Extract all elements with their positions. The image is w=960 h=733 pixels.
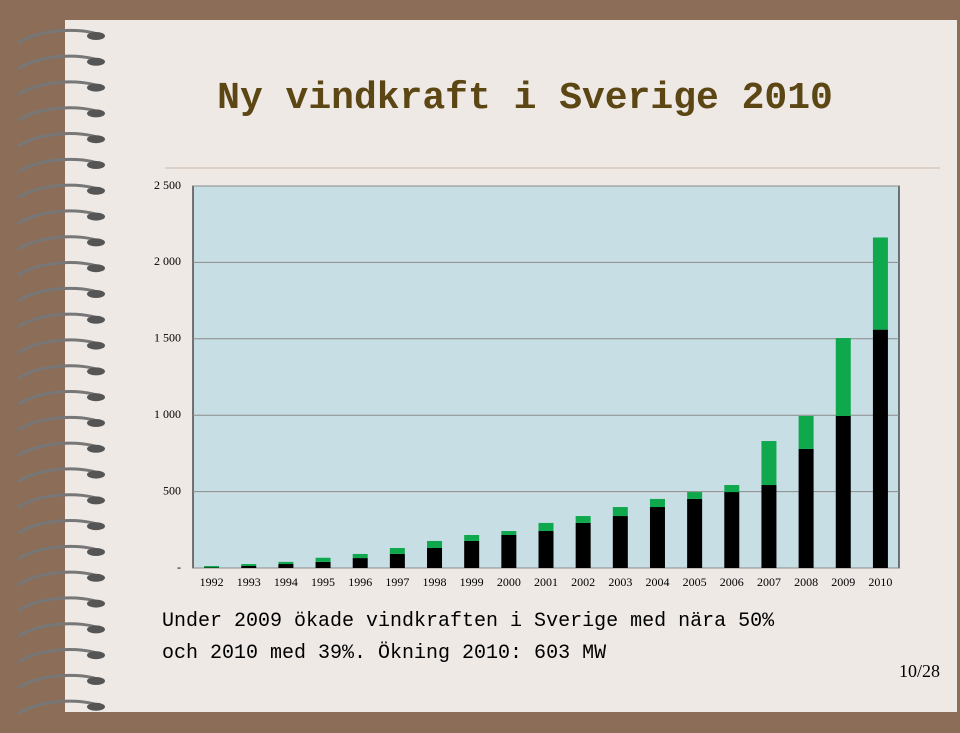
bar-segment <box>389 553 405 568</box>
ring-hole <box>87 83 105 92</box>
x-tick-label: 1996 <box>348 575 372 589</box>
ring-hole <box>87 238 105 247</box>
x-tick-label: 2005 <box>683 575 707 589</box>
y-tick-label: 500 <box>163 483 181 497</box>
x-tick-label: 1992 <box>200 575 224 589</box>
x-tick-label: 2002 <box>571 575 595 589</box>
bar-segment <box>724 485 740 493</box>
bar-segment <box>501 534 517 568</box>
bar-segment <box>724 492 740 568</box>
bar-segment <box>612 507 628 517</box>
bar-segment <box>649 498 665 508</box>
bar-segment <box>315 557 331 562</box>
bar-segment <box>835 338 851 416</box>
ring-hole <box>87 625 105 634</box>
page-number: 10/28 <box>899 661 940 681</box>
y-tick-label: - <box>177 560 181 574</box>
ring-hole <box>87 135 105 144</box>
bar-segment <box>427 540 443 548</box>
bar-segment <box>389 547 405 554</box>
caption: Under 2009 ökade vindkraften i Sverige m… <box>162 610 775 633</box>
ring-hole <box>87 522 105 531</box>
x-tick-label: 1994 <box>274 575 298 589</box>
bar-segment <box>798 448 814 568</box>
ring-hole <box>87 393 105 402</box>
bar-segment <box>464 540 480 568</box>
x-tick-label: 1997 <box>385 575 409 589</box>
bar-segment <box>575 522 591 568</box>
binding <box>17 28 105 716</box>
x-tick-label: 2008 <box>794 575 818 589</box>
x-tick-label: 2004 <box>645 575 669 589</box>
ring-hole <box>87 599 105 608</box>
bar-segment <box>687 492 703 499</box>
ring-hole <box>87 651 105 660</box>
bar-segment <box>612 516 628 568</box>
bar-segment <box>761 485 777 568</box>
bar-segment <box>835 415 851 568</box>
bar-segment <box>575 516 591 523</box>
x-tick-label: 2009 <box>831 575 855 589</box>
ring-hole <box>87 548 105 556</box>
ring-hole <box>87 419 105 427</box>
bar-segment <box>315 561 331 568</box>
chart-title: Ny vindkraft i Sverige 2010 <box>217 77 833 120</box>
bar-segment <box>538 531 554 568</box>
bar-segment <box>872 237 888 330</box>
x-tick-label: 1998 <box>423 575 447 589</box>
x-tick-label: 2007 <box>757 575 781 589</box>
x-tick-label: 2003 <box>608 575 632 589</box>
bar-segment <box>761 441 777 486</box>
ring-hole <box>87 315 105 324</box>
x-tick-label: 1999 <box>460 575 484 589</box>
caption: och 2010 med 39%. Ökning 2010: 603 MW <box>162 641 606 665</box>
y-tick-label: 1 500 <box>154 331 181 345</box>
ring-hole <box>87 677 105 685</box>
ring-hole <box>87 32 105 40</box>
bar-segment <box>241 566 257 568</box>
ring-hole <box>87 341 105 350</box>
x-tick-label: 2006 <box>720 575 744 589</box>
y-tick-label: 2 000 <box>154 254 181 268</box>
ring-hole <box>87 702 105 711</box>
bar-segment <box>352 558 368 568</box>
x-tick-label: 2000 <box>497 575 521 589</box>
x-tick-label: 2001 <box>534 575 558 589</box>
bar-segment <box>278 561 294 565</box>
ring-hole <box>87 470 105 479</box>
x-tick-label: 1993 <box>237 575 261 589</box>
bar-segment <box>538 522 554 532</box>
ring-hole <box>87 496 105 505</box>
y-tick-label: 2 500 <box>154 178 181 192</box>
x-tick-label: 1995 <box>311 575 335 589</box>
ring-hole <box>87 57 105 66</box>
ring-hole <box>87 367 105 376</box>
bar-segment <box>501 531 517 535</box>
ring-hole <box>87 186 105 195</box>
ring-hole <box>87 264 105 273</box>
plot-area <box>192 185 900 569</box>
ring-hole <box>87 573 105 582</box>
bar-segment <box>649 507 665 568</box>
bar-segment <box>204 566 220 568</box>
bar-segment <box>464 534 480 541</box>
ring-hole <box>87 109 105 118</box>
bar-segment <box>687 498 703 568</box>
ring-hole <box>87 290 105 298</box>
bar-segment <box>872 329 888 568</box>
bar-segment <box>278 564 294 568</box>
ring-hole <box>87 161 105 169</box>
bar-segment <box>427 547 443 568</box>
ring-hole <box>87 212 105 221</box>
x-tick-label: 2010 <box>868 575 892 589</box>
bar-segment <box>352 553 368 559</box>
bar-segment <box>798 415 814 449</box>
y-tick-label: 1 000 <box>154 407 181 421</box>
bar-segment <box>241 564 257 567</box>
ring-hole <box>87 444 105 453</box>
